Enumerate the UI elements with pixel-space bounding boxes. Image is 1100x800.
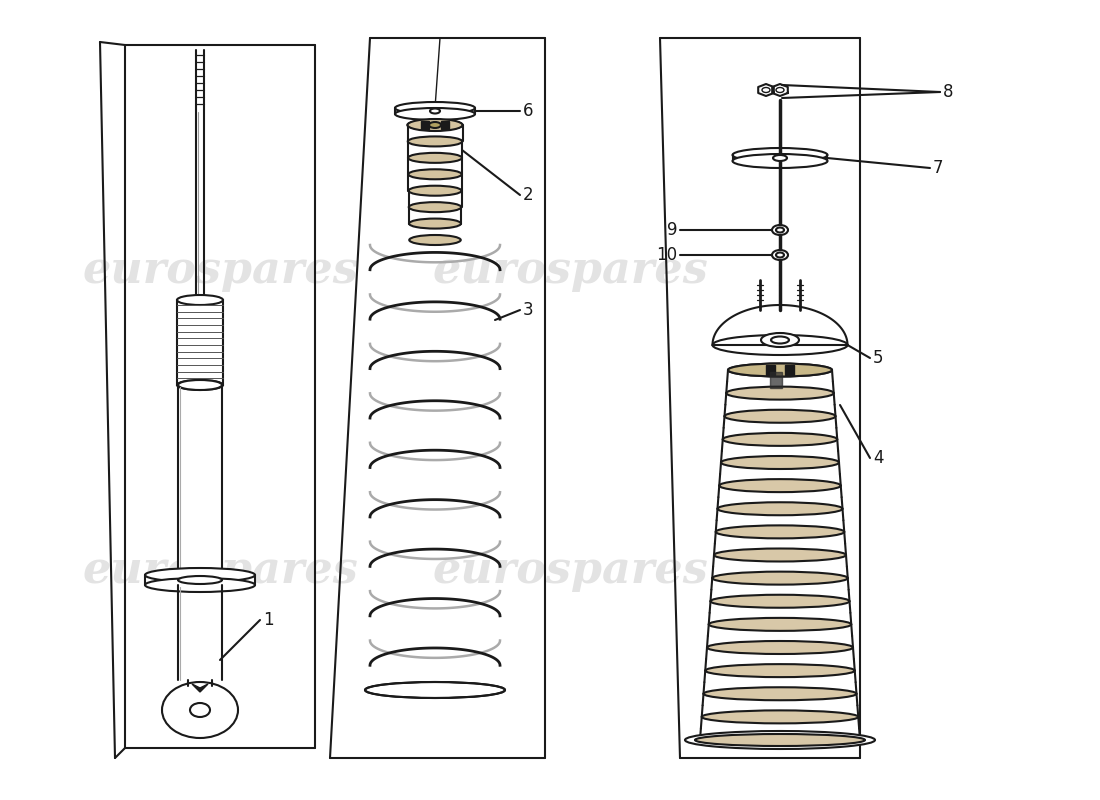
- Ellipse shape: [708, 618, 851, 631]
- Ellipse shape: [162, 682, 238, 738]
- Text: 6: 6: [522, 102, 534, 120]
- Ellipse shape: [713, 335, 847, 355]
- Polygon shape: [441, 121, 449, 129]
- Ellipse shape: [772, 225, 788, 235]
- Ellipse shape: [365, 682, 505, 698]
- Polygon shape: [770, 372, 782, 388]
- Bar: [178, 385, 222, 575]
- Ellipse shape: [395, 108, 475, 120]
- Bar: [177, 300, 223, 385]
- Ellipse shape: [762, 87, 770, 93]
- Ellipse shape: [720, 456, 839, 469]
- Text: 1: 1: [263, 611, 274, 629]
- Polygon shape: [192, 684, 208, 692]
- Ellipse shape: [685, 731, 874, 749]
- Ellipse shape: [407, 120, 462, 130]
- Ellipse shape: [723, 433, 837, 446]
- Text: eurospares: eurospares: [432, 549, 708, 591]
- Ellipse shape: [695, 734, 865, 746]
- Bar: [178, 585, 222, 680]
- Ellipse shape: [771, 337, 789, 343]
- Ellipse shape: [772, 250, 788, 260]
- Ellipse shape: [726, 386, 834, 400]
- Ellipse shape: [733, 148, 827, 162]
- Ellipse shape: [409, 218, 461, 229]
- Ellipse shape: [711, 594, 849, 608]
- Bar: [188, 680, 212, 682]
- Ellipse shape: [178, 380, 222, 390]
- Ellipse shape: [704, 687, 857, 700]
- Ellipse shape: [409, 235, 461, 245]
- Polygon shape: [766, 365, 775, 375]
- Ellipse shape: [714, 549, 846, 562]
- Polygon shape: [713, 305, 847, 345]
- Ellipse shape: [429, 122, 441, 128]
- Ellipse shape: [702, 710, 858, 723]
- Ellipse shape: [705, 664, 855, 677]
- Ellipse shape: [408, 170, 462, 179]
- Ellipse shape: [716, 526, 845, 538]
- Text: 2: 2: [522, 186, 534, 204]
- Ellipse shape: [430, 109, 440, 114]
- Text: 7: 7: [933, 159, 944, 177]
- Ellipse shape: [776, 87, 784, 93]
- Ellipse shape: [707, 641, 853, 654]
- Ellipse shape: [761, 333, 799, 347]
- Text: eurospares: eurospares: [82, 249, 358, 291]
- Bar: [145, 575, 255, 585]
- Bar: [733, 155, 828, 161]
- Ellipse shape: [407, 119, 462, 131]
- Ellipse shape: [717, 502, 843, 515]
- Ellipse shape: [776, 253, 784, 258]
- Text: 3: 3: [522, 301, 534, 319]
- Ellipse shape: [408, 153, 462, 163]
- Ellipse shape: [728, 363, 832, 377]
- Ellipse shape: [773, 155, 786, 161]
- Polygon shape: [785, 365, 794, 375]
- Ellipse shape: [408, 186, 462, 196]
- Ellipse shape: [145, 578, 255, 592]
- Text: 9: 9: [667, 221, 676, 239]
- Ellipse shape: [408, 137, 462, 146]
- Text: 5: 5: [873, 349, 883, 367]
- Text: 4: 4: [873, 449, 883, 467]
- Text: eurospares: eurospares: [82, 549, 358, 591]
- Ellipse shape: [177, 295, 223, 305]
- Bar: [395, 108, 475, 114]
- Text: 10: 10: [656, 246, 676, 264]
- Ellipse shape: [713, 572, 848, 585]
- Ellipse shape: [409, 202, 461, 212]
- Polygon shape: [421, 121, 429, 129]
- Ellipse shape: [178, 576, 222, 584]
- Ellipse shape: [776, 227, 784, 233]
- Ellipse shape: [725, 410, 836, 422]
- Ellipse shape: [190, 703, 210, 717]
- Polygon shape: [116, 748, 315, 758]
- Text: eurospares: eurospares: [432, 249, 708, 291]
- Ellipse shape: [719, 479, 840, 492]
- Ellipse shape: [395, 102, 475, 114]
- Ellipse shape: [145, 568, 255, 582]
- Ellipse shape: [733, 154, 827, 168]
- Text: 8: 8: [943, 83, 954, 101]
- Ellipse shape: [728, 363, 832, 377]
- Ellipse shape: [177, 380, 223, 390]
